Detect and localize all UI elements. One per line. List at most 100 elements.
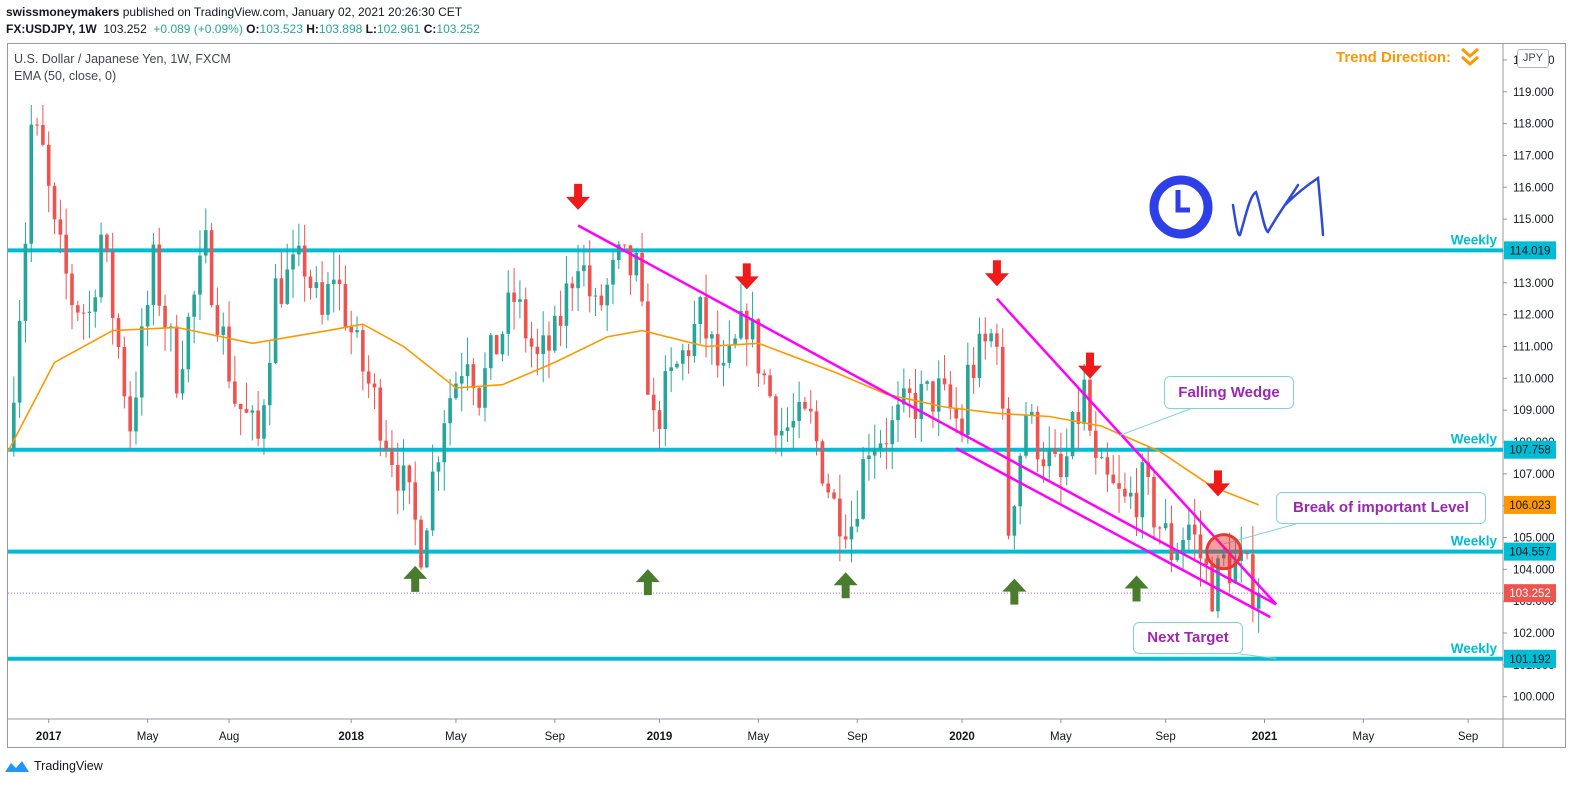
- candle-body: [1030, 411, 1034, 416]
- series-legend-title: U.S. Dollar / Japanese Yen, 1W, FXCM: [14, 52, 231, 66]
- candle-body: [1181, 539, 1185, 552]
- candle-body: [93, 297, 98, 312]
- double-chevron-down-icon: [1461, 47, 1480, 66]
- candle-body: [128, 396, 132, 432]
- candle-body: [1064, 456, 1069, 478]
- candle-body: [867, 455, 871, 460]
- y-tick-label: 107.000: [1513, 469, 1555, 481]
- candle-body: [651, 394, 656, 411]
- candle-body: [227, 326, 231, 382]
- candle-body: [238, 403, 243, 410]
- candle-body: [1152, 476, 1156, 528]
- candle-body: [977, 333, 982, 379]
- candle-body: [855, 518, 860, 527]
- x-tick-label: 2021: [1252, 731, 1278, 743]
- candle-body: [698, 297, 703, 324]
- currency-badge[interactable]: JPY: [1517, 49, 1549, 68]
- candle-body: [1216, 558, 1220, 612]
- tradingview-footer[interactable]: TradingView: [4, 759, 103, 773]
- candle-body: [611, 260, 615, 285]
- close-label: C:: [423, 22, 437, 36]
- candle-body: [669, 367, 673, 372]
- y-tick-label: 109.000: [1513, 405, 1555, 417]
- candle-body: [349, 326, 354, 333]
- candle-body: [535, 346, 540, 354]
- level-price-text: 107.758: [1509, 445, 1551, 457]
- candle-body: [960, 418, 964, 436]
- candle-body: [58, 219, 63, 235]
- candle-body: [122, 346, 127, 397]
- weekly-level-label: Weekly: [1451, 432, 1498, 447]
- candle-body: [931, 381, 935, 412]
- candle-body: [174, 326, 179, 394]
- candle-body: [192, 294, 196, 317]
- candle-body: [448, 398, 452, 424]
- candle-body: [483, 368, 487, 408]
- candle-body: [721, 362, 726, 366]
- y-tick-label: 112.000: [1513, 310, 1554, 322]
- candle-body: [23, 243, 28, 321]
- high-value: 103.898: [318, 22, 363, 36]
- tradingview-logo-icon: [5, 761, 29, 772]
- candle-body: [576, 271, 580, 289]
- candle-body: [41, 124, 45, 145]
- last-price: 103.252: [103, 22, 147, 36]
- candle-body: [17, 320, 22, 403]
- candle-body: [489, 335, 493, 369]
- series-price-text: 106.023: [1509, 500, 1551, 512]
- candle-body: [29, 124, 34, 244]
- candle-body: [378, 387, 383, 441]
- candle-body: [157, 244, 162, 306]
- x-tick-label: Sep: [1458, 731, 1478, 743]
- ohlc-header: FX:USDJPY, 1W 103.252 +0.089 (+0.09%) O:…: [6, 22, 480, 36]
- red-down-arrow-icon: [1205, 470, 1230, 497]
- candle-body: [529, 338, 534, 347]
- candle-body: [1251, 554, 1255, 609]
- candle-body: [727, 344, 732, 363]
- candle-body: [768, 375, 772, 397]
- trend-direction-label: Trend Direction:: [1336, 46, 1481, 68]
- candle-body: [1245, 552, 1249, 555]
- candle-body: [407, 465, 412, 483]
- candle-body: [105, 234, 109, 252]
- candle-body: [634, 252, 639, 276]
- candle-body: [430, 471, 435, 531]
- y-tick-label: 113.000: [1513, 278, 1554, 290]
- candle-body: [587, 265, 592, 297]
- publish-info: published on TradingView.com, January 02…: [122, 5, 463, 19]
- green-up-arrow-icon: [1124, 575, 1149, 602]
- candle-body: [558, 315, 563, 326]
- candle-body: [966, 364, 970, 436]
- candle-body: [1041, 459, 1046, 467]
- candle-body: [971, 364, 976, 379]
- candle-body: [774, 396, 778, 436]
- candle-body: [12, 402, 16, 449]
- level-price-text: 104.557: [1509, 547, 1551, 559]
- price-change: +0.089 (+0.09%): [153, 22, 243, 36]
- red-down-arrow-icon: [984, 260, 1009, 287]
- y-tick-label: 100.000: [1513, 692, 1555, 704]
- candle-body: [704, 297, 708, 339]
- candle-body: [1059, 453, 1063, 478]
- candle-body: [1070, 412, 1075, 457]
- candle-body: [593, 295, 598, 297]
- candle-body: [459, 376, 464, 384]
- y-tick-label: 102.000: [1513, 628, 1555, 640]
- callout-leader-line: [1118, 408, 1191, 437]
- candle-body: [163, 305, 167, 329]
- candle-body: [570, 283, 575, 289]
- candle-body: [733, 338, 737, 345]
- author-name[interactable]: swissmoneymakers: [6, 5, 120, 19]
- candle-body: [779, 430, 784, 436]
- green-up-arrow-icon: [1002, 578, 1027, 605]
- candle-body: [1047, 448, 1052, 467]
- level-price-tag: [1504, 440, 1556, 459]
- series-price-tag: [1504, 495, 1556, 514]
- candle-body: [1035, 411, 1040, 460]
- candle-body: [605, 284, 609, 306]
- candle-body: [995, 333, 999, 347]
- weekly-level-label: Weekly: [1451, 534, 1498, 549]
- symbol-label: FX:USDJPY, 1W: [6, 22, 97, 36]
- candle-body: [343, 284, 348, 327]
